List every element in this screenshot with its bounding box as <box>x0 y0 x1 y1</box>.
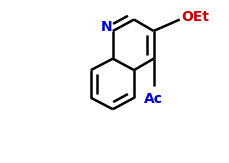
Text: Ac: Ac <box>144 92 163 106</box>
Text: N: N <box>101 20 112 34</box>
Text: OEt: OEt <box>181 10 209 24</box>
